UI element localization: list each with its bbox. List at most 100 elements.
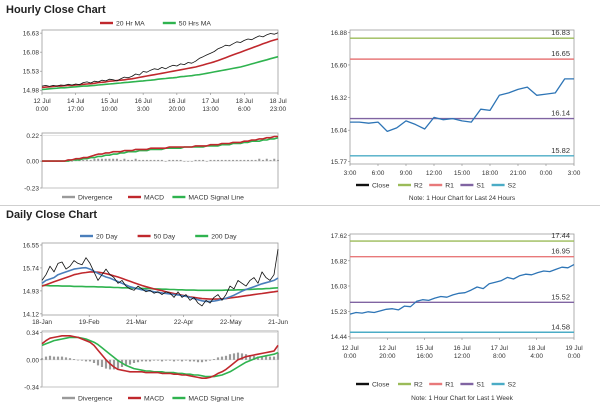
hourly-divergence-bar: [224, 159, 227, 162]
hourly-divergence-bar: [276, 159, 280, 162]
hourly-price-y-tick: 15.53: [23, 69, 40, 76]
hourly-pivot-y-tick: 16.88: [331, 30, 348, 37]
daily-divergence-bar: [72, 359, 76, 360]
daily-divergence-bar: [204, 359, 208, 362]
hourly-pivot-x-tick: 21:00: [510, 170, 527, 177]
hourly-divergence-bar: [130, 159, 133, 162]
hourly-price-x-tick: 17 Jul: [202, 98, 220, 105]
hourly-divergence-bar: [258, 158, 261, 162]
hourly-divergence-bar: [239, 159, 242, 162]
hourly-divergence-bar: [142, 159, 145, 162]
hourly-price-x-tick: 10:00: [101, 106, 118, 113]
hourly-price-x-tick: 3:00: [137, 106, 150, 113]
hourly-divergence-bar: [220, 159, 223, 162]
daily-divergence-bar: [176, 359, 180, 361]
daily-price-x-tick: 21-Mar: [126, 319, 147, 326]
daily-divergence-bar: [184, 359, 188, 361]
hourly-price-x-tick: 16 Jul: [168, 98, 186, 105]
daily-divergence-bar: [84, 359, 88, 362]
hourly-divergence-bar: [115, 158, 118, 162]
hourly-divergence-bar: [202, 159, 205, 162]
daily-price-legend-label: 50 Day: [154, 234, 176, 241]
daily-divergence-bar: [148, 359, 152, 362]
hourly-pivot-legend-label: S1: [476, 183, 485, 190]
daily-pivot-level-label: 17.44: [551, 231, 570, 240]
hourly-divergence-bar: [149, 159, 152, 162]
hourly-macd-y-tick: 0.00: [26, 159, 39, 166]
hourly-divergence-bar: [104, 158, 107, 162]
daily-pivot-x-tick: 8:00: [493, 353, 506, 360]
hourly-divergence-bar: [89, 159, 92, 162]
hourly-divergence-bar: [232, 159, 235, 162]
hourly-divergence-bar: [108, 158, 111, 162]
daily-pivot-x-tick: 16 Jul: [453, 345, 471, 352]
hourly-divergence-bar: [127, 159, 130, 162]
hourly-pivot-legend-label: Close: [372, 183, 390, 190]
hourly-pivot-close-line: [350, 78, 574, 133]
daily-divergence-bar: [276, 352, 280, 360]
hourly-macd-y-tick: -0.23: [24, 186, 39, 193]
daily-divergence-bar: [96, 359, 100, 366]
hourly-divergence-bar: [183, 161, 186, 162]
hourly-price-x-tick: 14 Jul: [67, 98, 85, 105]
daily-price-x-tick: 18-Jan: [32, 319, 52, 326]
hourly-pivot-level-label: 16.83: [551, 28, 570, 37]
daily-divergence-bar: [232, 353, 236, 360]
daily-pivot-legend-label: R1: [445, 382, 454, 389]
daily-pivot-note: Note: 1 Hour Chart for Last 1 Week: [411, 395, 514, 402]
daily-divergence-bar: [164, 359, 168, 361]
daily-divergence-bar: [104, 359, 108, 369]
daily-divergence-bar: [220, 356, 224, 360]
daily-divergence-bar: [88, 359, 92, 362]
daily-divergence-bar: [228, 354, 232, 360]
daily-pivot-legend-label: Close: [372, 382, 390, 389]
daily-macd-y-tick: 0.34: [26, 330, 39, 337]
daily-pivot-level-label: 15.52: [551, 292, 570, 301]
hourly-price-x-tick: 6:00: [238, 106, 251, 113]
hourly-price-y-tick: 14.98: [23, 88, 40, 95]
daily-divergence-bar: [124, 359, 128, 366]
daily-macd-legend-label: MACD: [144, 396, 164, 403]
hourly-divergence-bar: [265, 158, 268, 162]
hourly-divergence-bar: [247, 159, 250, 162]
daily-divergence-bar: [172, 359, 176, 362]
hourly-pivot-y-tick: 16.04: [331, 128, 348, 135]
daily-pivot-y-tick: 16.03: [331, 284, 348, 291]
daily-pivot-y-tick: 14.44: [331, 334, 348, 341]
daily-divergence-bar: [144, 359, 148, 362]
daily-section-title: Daily Close Chart: [6, 209, 98, 221]
daily-divergence-bar: [92, 359, 96, 363]
hourly-divergence-bar: [138, 159, 141, 162]
daily-divergence-bar: [264, 356, 268, 360]
daily-divergence-bar: [76, 359, 80, 361]
hourly-divergence-bar: [172, 159, 175, 162]
daily-macd-legend-label: Divergence: [78, 396, 113, 403]
daily-price-frame: [41, 242, 279, 316]
daily-divergence-bar: [208, 359, 212, 361]
hourly-macd-legend-label: MACD: [144, 195, 164, 202]
daily-price-x-tick: 22-Apr: [174, 319, 194, 326]
hourly-macd-y-tick: 0.22: [26, 133, 39, 140]
daily-200day-line: [42, 284, 279, 292]
daily-pivot-legend-label: R2: [414, 382, 423, 389]
hourly-price-x-tick: 18 Jul: [236, 98, 254, 105]
hourly-price-frame: [41, 29, 279, 94]
hourly-divergence-bar: [160, 159, 163, 162]
daily-divergence-bar: [64, 357, 68, 360]
hourly-divergence-bar: [175, 159, 178, 162]
hourly-macd-signal-line: [42, 136, 279, 162]
hourly-divergence-bar: [209, 159, 212, 162]
daily-divergence-bar: [100, 359, 104, 367]
hourly-divergence-bar: [205, 161, 208, 162]
daily-pivot-x-tick: 19 Jul: [565, 345, 583, 352]
daily-divergence-bar: [40, 358, 44, 360]
hourly-pivot-y-tick: 16.32: [331, 95, 348, 102]
daily-macd-y-tick: 0.00: [26, 357, 39, 364]
daily-pivot-level-label: 14.58: [551, 322, 570, 331]
daily-divergence-bar: [240, 353, 244, 360]
daily-pivot-x-tick: 0:00: [344, 353, 357, 360]
daily-divergence-bar: [252, 355, 256, 360]
hourly-divergence-bar: [273, 158, 276, 162]
hourly-macd-legend-label: Divergence: [78, 195, 113, 202]
